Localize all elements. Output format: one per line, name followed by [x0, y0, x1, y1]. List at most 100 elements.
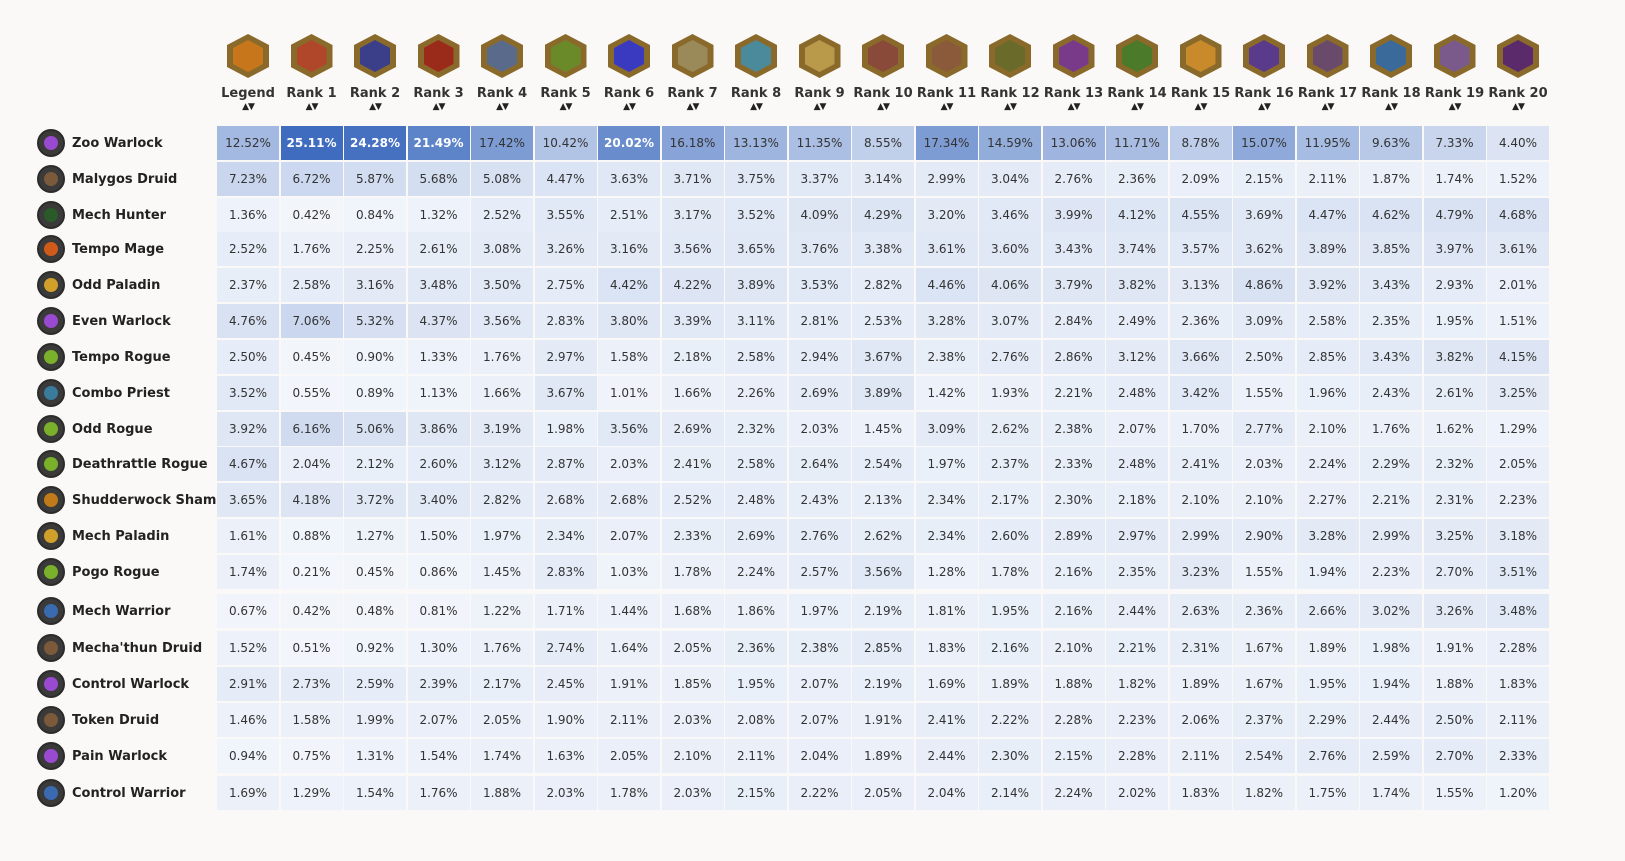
table-cell: 1.89% [852, 739, 914, 773]
table-cell: 2.52% [471, 198, 533, 232]
sort-toggle-icon[interactable]: ▲▼ [686, 102, 700, 112]
table-cell: 21.49% [407, 126, 470, 160]
table-cell: 1.95% [979, 594, 1041, 628]
sort-toggle-icon[interactable]: ▲▼ [813, 102, 827, 112]
sort-toggle-icon[interactable]: ▲▼ [877, 102, 890, 112]
table-cell: 2.91% [217, 667, 279, 701]
warlock-icon [37, 742, 65, 770]
table-cell: 3.65% [725, 232, 787, 266]
sort-toggle-icon[interactable]: ▲▼ [305, 102, 319, 112]
table-cell: 3.42% [1169, 376, 1232, 410]
rank-8-icon [735, 34, 777, 78]
table-cell: 2.26% [725, 376, 787, 410]
table-cell: 1.46% [217, 703, 279, 737]
table-cell: 1.76% [471, 631, 533, 665]
sort-toggle-icon[interactable]: ▲▼ [242, 102, 255, 112]
table-cell: 0.48% [344, 594, 406, 628]
table-cell: 2.24% [725, 555, 787, 589]
table-cell: 3.82% [1423, 340, 1486, 374]
table-cell: 1.30% [407, 631, 470, 665]
table-cell: 1.78% [661, 555, 724, 589]
sort-toggle-icon[interactable]: ▲▼ [1385, 102, 1398, 112]
sort-toggle-icon[interactable]: ▲▼ [1258, 102, 1271, 112]
table-cell: 2.10% [1042, 631, 1105, 665]
sort-toggle-icon[interactable]: ▲▼ [369, 102, 382, 112]
table-cell: 2.05% [471, 703, 533, 737]
deck-row-label[interactable]: Tempo Mage [37, 232, 164, 266]
table-cell: 1.64% [598, 631, 660, 665]
deck-row-label[interactable]: Mech Warrior [37, 594, 171, 628]
deck-row-label[interactable]: Pain Warlock [37, 739, 167, 773]
table-cell: 1.36% [217, 198, 279, 232]
table-cell: 2.69% [788, 376, 851, 410]
sort-toggle-icon[interactable]: ▲▼ [940, 102, 954, 112]
column-label: Rank 10 [853, 86, 913, 101]
sort-toggle-icon[interactable]: ▲▼ [432, 102, 446, 112]
table-cell: 3.67% [534, 376, 597, 410]
table-cell: 4.06% [979, 268, 1041, 302]
table-cell: 2.05% [598, 739, 660, 773]
table-cell: 2.76% [1042, 162, 1105, 196]
druid-icon [37, 634, 65, 662]
deck-row-label[interactable]: Shudderwock Shaman [37, 483, 235, 517]
deck-row-label[interactable]: Deathrattle Rogue [37, 447, 208, 481]
sort-toggle-icon[interactable]: ▲▼ [750, 102, 763, 112]
table-cell: 14.59% [979, 126, 1041, 160]
table-cell: 2.23% [1106, 703, 1168, 737]
sort-toggle-icon[interactable]: ▲▼ [1448, 102, 1462, 112]
deck-row-label[interactable]: Odd Rogue [37, 412, 153, 446]
table-cell: 1.88% [471, 776, 533, 810]
table-cell: 3.72% [344, 483, 406, 517]
deck-row-label[interactable]: Pogo Rogue [37, 555, 160, 589]
table-cell: 2.37% [217, 268, 279, 302]
deck-row-label[interactable]: Zoo Warlock [37, 126, 163, 160]
table-cell: 2.19% [852, 594, 914, 628]
table-cell: 1.55% [1233, 555, 1295, 589]
table-cell: 2.74% [534, 631, 597, 665]
deck-row-label[interactable]: Combo Priest [37, 376, 170, 410]
deck-row-label[interactable]: Mech Hunter [37, 198, 166, 232]
deck-row-label[interactable]: Mech Paladin [37, 519, 169, 553]
sort-toggle-icon[interactable]: ▲▼ [623, 102, 636, 112]
table-cell: 3.56% [852, 555, 914, 589]
deck-row-label[interactable]: Tempo Rogue [37, 340, 171, 374]
sort-toggle-icon[interactable]: ▲▼ [1004, 102, 1017, 112]
deck-row-label[interactable]: Control Warrior [37, 776, 186, 810]
sort-toggle-icon[interactable]: ▲▼ [559, 102, 573, 112]
deck-row-label[interactable]: Token Druid [37, 703, 159, 737]
table-cell: 2.66% [1296, 594, 1359, 628]
table-cell: 2.85% [1296, 340, 1359, 374]
table-cell: 4.47% [1296, 198, 1359, 232]
table-cell: 2.01% [1487, 268, 1549, 302]
column-header-rank-8: Rank 8 ▲▼ [724, 34, 788, 112]
table-cell: 2.11% [598, 703, 660, 737]
sort-toggle-icon[interactable]: ▲▼ [1131, 102, 1144, 112]
table-cell: 2.76% [1296, 739, 1359, 773]
table-cell: 5.68% [407, 162, 470, 196]
table-cell: 3.51% [1487, 555, 1549, 589]
table-cell: 1.78% [598, 776, 660, 810]
table-cell: 2.19% [852, 667, 914, 701]
table-cell: 2.18% [1106, 483, 1168, 517]
deck-row-label[interactable]: Mecha'thun Druid [37, 631, 202, 665]
table-cell: 1.82% [1233, 776, 1295, 810]
sort-toggle-icon[interactable]: ▲▼ [1321, 102, 1335, 112]
column-label: Rank 4 [476, 86, 528, 101]
table-cell: 0.51% [280, 631, 343, 665]
sort-toggle-icon[interactable]: ▲▼ [1194, 102, 1208, 112]
warlock-icon [37, 129, 65, 157]
table-cell: 4.37% [407, 304, 470, 338]
deck-row-label[interactable]: Malygos Druid [37, 162, 177, 196]
sort-toggle-icon[interactable]: ▲▼ [1067, 102, 1081, 112]
table-cell: 1.01% [598, 376, 660, 410]
table-cell: 2.60% [407, 447, 470, 481]
deck-row-label[interactable]: Even Warlock [37, 304, 171, 338]
table-cell: 1.58% [280, 703, 343, 737]
table-cell: 2.10% [1233, 483, 1295, 517]
deck-row-label[interactable]: Control Warlock [37, 667, 189, 701]
sort-toggle-icon[interactable]: ▲▼ [1512, 102, 1525, 112]
table-cell: 2.17% [471, 667, 533, 701]
deck-row-label[interactable]: Odd Paladin [37, 268, 160, 302]
sort-toggle-icon[interactable]: ▲▼ [496, 102, 509, 112]
